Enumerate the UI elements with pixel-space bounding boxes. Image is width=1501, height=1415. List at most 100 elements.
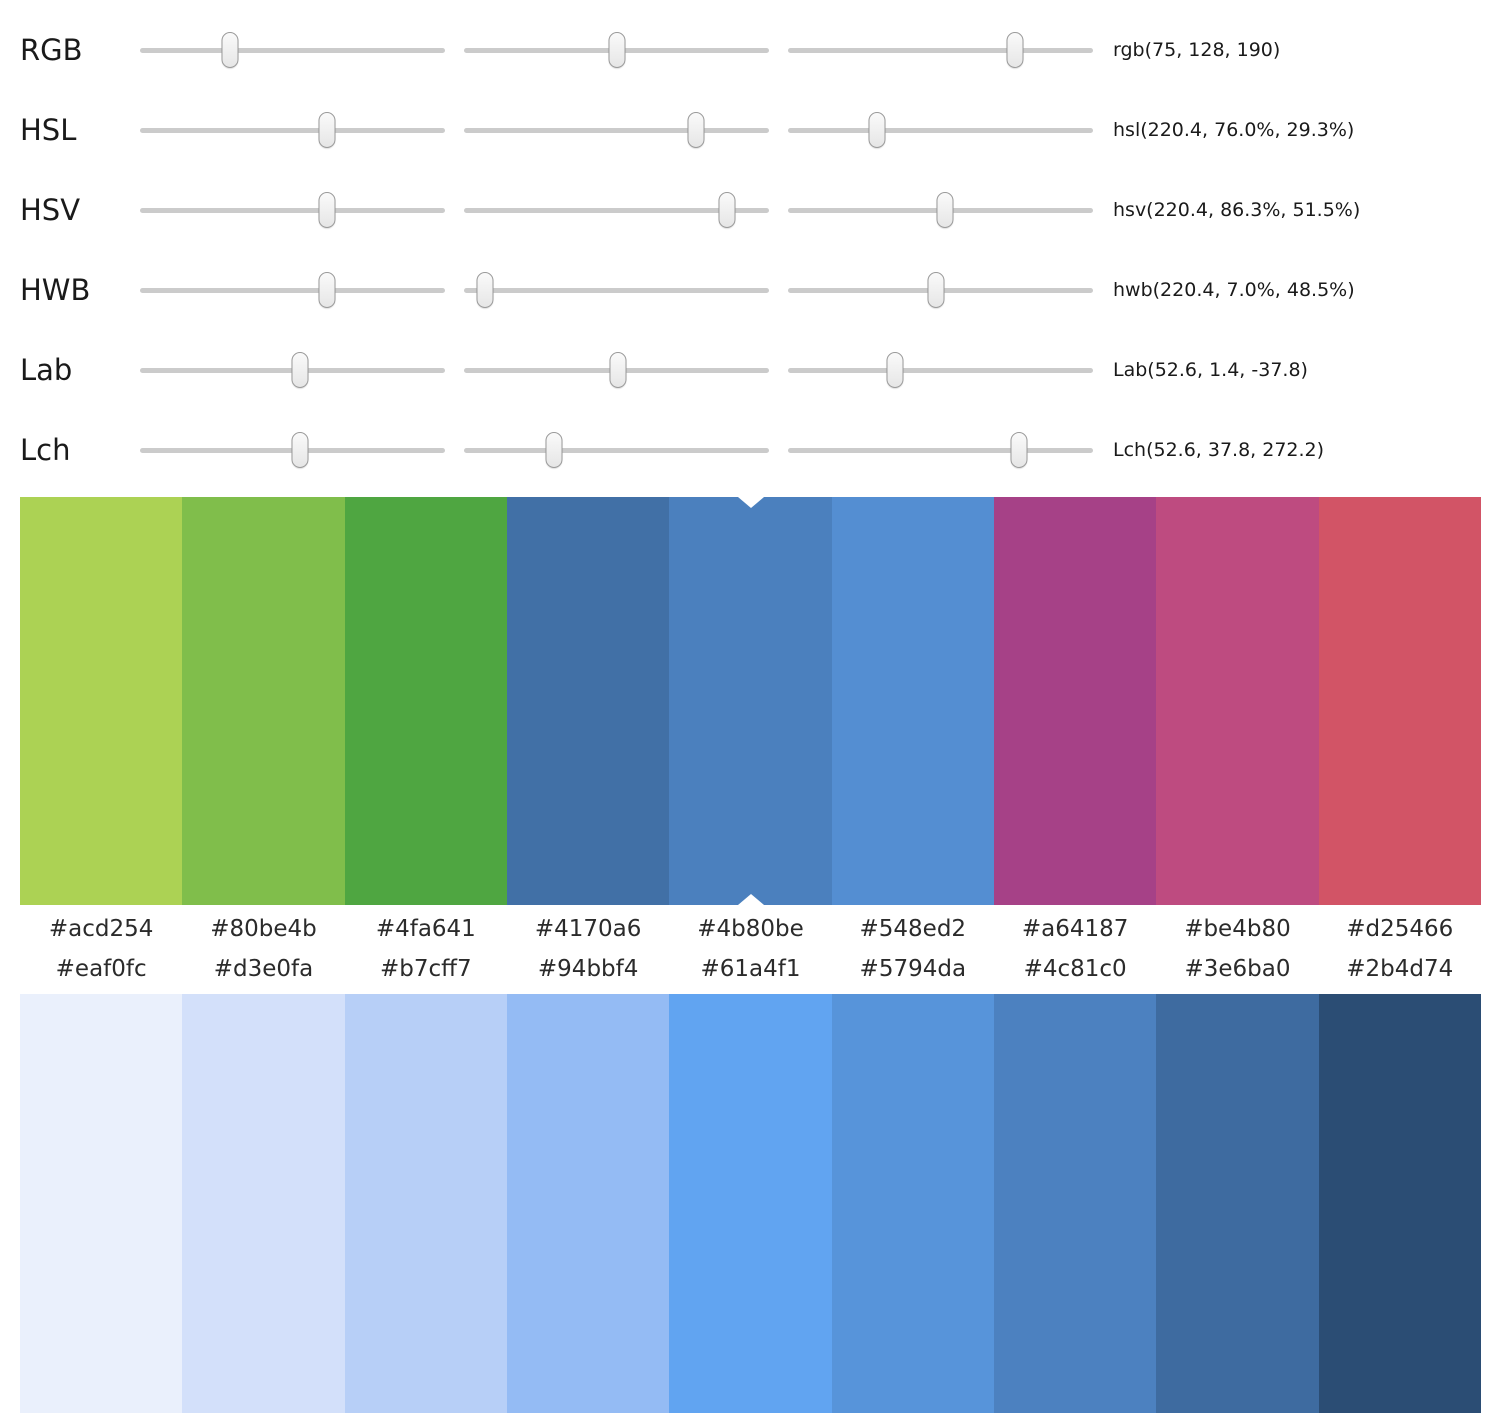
swatch-hex-label: #80be4b — [210, 916, 317, 942]
swatch-hex-label: #d3e0fa — [213, 956, 314, 982]
slider-thumb[interactable] — [927, 272, 945, 308]
colorspace-label: HWB — [20, 273, 91, 307]
palette-swatch[interactable] — [344, 497, 507, 905]
slider-track[interactable] — [140, 192, 445, 228]
slider-thumb[interactable] — [1010, 432, 1028, 468]
slider-thumb[interactable] — [291, 352, 309, 388]
slider-track[interactable] — [464, 432, 769, 468]
slider-thumb[interactable] — [545, 432, 563, 468]
swatch-hex-label: #4fa641 — [375, 916, 476, 942]
palette-swatch[interactable] — [20, 994, 183, 1413]
swatch-hex-label: #5794da — [859, 956, 967, 982]
swatch-hex-label: #4b80be — [697, 916, 804, 942]
swatch-hex-label: #3e6ba0 — [1184, 956, 1291, 982]
hue-hex-labels: #acd254 #80be4b #4fa641 #4170a6 #4b80be … — [20, 905, 1481, 954]
swatch-hex-label: #be4b80 — [1184, 916, 1291, 942]
hue-palette — [20, 497, 1481, 905]
slider-track[interactable] — [464, 32, 769, 68]
colorspace-label: Lch — [20, 433, 71, 467]
slider-track-group — [140, 192, 1093, 228]
slider-thumb[interactable] — [718, 192, 736, 228]
slider-track[interactable] — [140, 272, 445, 308]
colorspace-label: RGB — [20, 33, 83, 67]
slider-row-hsv: HSV hsv(220.4, 86.3%, 51.5%) — [0, 170, 1501, 250]
color-value-text: Lab(52.6, 1.4, -37.8) — [1113, 359, 1308, 381]
colorspace-label: HSV — [20, 193, 81, 227]
selection-caret-down-icon — [737, 497, 764, 508]
palette-swatch[interactable] — [1318, 497, 1481, 905]
slider-thumb[interactable] — [476, 272, 494, 308]
palette-swatch[interactable] — [182, 497, 345, 905]
color-value-text: hwb(220.4, 7.0%, 48.5%) — [1113, 279, 1355, 301]
slider-thumb[interactable] — [318, 192, 336, 228]
slider-track[interactable] — [140, 112, 445, 148]
palette-swatch[interactable] — [1156, 994, 1319, 1413]
slider-track[interactable] — [140, 352, 445, 388]
color-value-text: hsv(220.4, 86.3%, 51.5%) — [1113, 199, 1361, 221]
slider-row-rgb: RGB rgb(75, 128, 190) — [0, 10, 1501, 90]
swatch-hex-label: #d25466 — [1346, 916, 1454, 942]
color-value-text: rgb(75, 128, 190) — [1113, 39, 1281, 61]
swatch-hex-label: #a64187 — [1021, 916, 1129, 942]
palette-swatch-selected[interactable] — [669, 497, 832, 905]
slider-row-hwb: HWB hwb(220.4, 7.0%, 48.5%) — [0, 250, 1501, 330]
slider-track[interactable] — [788, 112, 1093, 148]
palette-swatch[interactable] — [1318, 994, 1481, 1413]
slider-track[interactable] — [788, 432, 1093, 468]
palette-swatch[interactable] — [506, 497, 670, 905]
swatch-hex-label: #acd254 — [48, 916, 154, 942]
swatch-hex-label: #b7cff7 — [380, 956, 472, 982]
slider-track[interactable] — [788, 352, 1093, 388]
tint-hex-labels: #eaf0fc #d3e0fa #b7cff7 #94bbf4 #61a4f1 … — [20, 954, 1481, 994]
tint-palette — [20, 994, 1481, 1413]
slider-row-hsl: HSL hsl(220.4, 76.0%, 29.3%) — [0, 90, 1501, 170]
slider-thumb[interactable] — [221, 32, 239, 68]
swatch-hex-label: #548ed2 — [859, 916, 967, 942]
swatch-hex-label: #2b4d74 — [1346, 956, 1454, 982]
palette-swatch[interactable] — [669, 994, 832, 1413]
swatch-hex-label: #4170a6 — [534, 916, 642, 942]
slider-thumb[interactable] — [318, 272, 336, 308]
palette-swatch[interactable] — [20, 497, 183, 905]
colorspace-label: Lab — [20, 353, 73, 387]
slider-thumb[interactable] — [609, 352, 627, 388]
slider-track[interactable] — [464, 272, 769, 308]
slider-thumb[interactable] — [318, 112, 336, 148]
slider-track[interactable] — [464, 352, 769, 388]
slider-thumb[interactable] — [936, 192, 954, 228]
slider-track[interactable] — [464, 112, 769, 148]
palette-swatch[interactable] — [831, 497, 994, 905]
color-value-text: Lch(52.6, 37.8, 272.2) — [1113, 439, 1325, 461]
palette-swatch[interactable] — [506, 994, 670, 1413]
palette-swatch[interactable] — [993, 994, 1157, 1413]
color-value-text: hsl(220.4, 76.0%, 29.3%) — [1113, 119, 1355, 141]
slider-track-group — [140, 352, 1093, 388]
slider-thumb[interactable] — [687, 112, 705, 148]
swatch-hex-label: #eaf0fc — [55, 956, 147, 982]
slider-track[interactable] — [788, 272, 1093, 308]
colorspace-label: HSL — [20, 113, 77, 147]
slider-track[interactable] — [140, 432, 445, 468]
slider-thumb[interactable] — [886, 352, 904, 388]
palette-swatch[interactable] — [182, 994, 345, 1413]
palette-swatch[interactable] — [993, 497, 1157, 905]
slider-track[interactable] — [788, 192, 1093, 228]
slider-thumb[interactable] — [291, 432, 309, 468]
slider-track-group — [140, 272, 1093, 308]
palette-swatch[interactable] — [831, 994, 994, 1413]
swatch-hex-label: #4c81c0 — [1023, 956, 1127, 982]
slider-thumb[interactable] — [1006, 32, 1024, 68]
slider-row-lab: Lab Lab(52.6, 1.4, -37.8) — [0, 330, 1501, 410]
slider-track[interactable] — [464, 192, 769, 228]
slider-track[interactable] — [140, 32, 445, 68]
slider-thumb[interactable] — [868, 112, 886, 148]
palette-swatch[interactable] — [344, 994, 507, 1413]
slider-track[interactable] — [788, 32, 1093, 68]
color-sliders-panel: RGB rgb(75, 128, 190) HSL hsl(220.4, 76.… — [0, 0, 1501, 490]
slider-track-group — [140, 432, 1093, 468]
slider-track-group — [140, 32, 1093, 68]
swatch-hex-label: #94bbf4 — [537, 956, 639, 982]
slider-thumb[interactable] — [608, 32, 626, 68]
slider-track-group — [140, 112, 1093, 148]
palette-swatch[interactable] — [1156, 497, 1319, 905]
